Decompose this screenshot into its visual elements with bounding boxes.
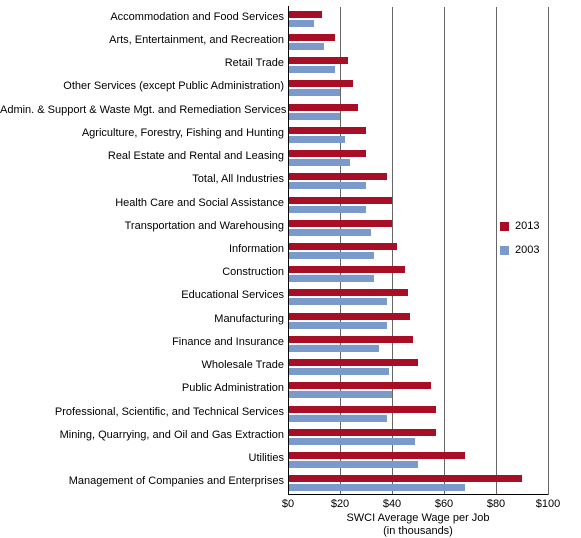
bar-2013 [288, 289, 408, 296]
category-label: Utilities [0, 453, 284, 464]
bar-2003 [288, 298, 387, 305]
category-label: Finance and Insurance [0, 337, 284, 348]
category-label: Wholesale Trade [0, 360, 284, 371]
bar-2013 [288, 359, 418, 366]
legend-item: 2003 [500, 244, 539, 256]
category-label: Educational Services [0, 290, 284, 301]
category-label: Mining, Quarrying, and Oil and Gas Extra… [0, 430, 284, 441]
bar-2003 [288, 461, 418, 468]
bar-2003 [288, 415, 387, 422]
bar-2013 [288, 336, 413, 343]
x-tick-label: $0 [282, 498, 294, 510]
category-label: Total, All Industries [0, 174, 284, 185]
category-label: Construction [0, 267, 284, 278]
bar-2013 [288, 150, 366, 157]
bar-2013 [288, 406, 436, 413]
bar-2013 [288, 220, 392, 227]
bar-2013 [288, 11, 322, 18]
bar-2013 [288, 429, 436, 436]
legend-label: 2003 [515, 244, 539, 256]
category-label: Manufacturing [0, 314, 284, 325]
y-labels: Accommodation and Food Services Arts, Ent… [0, 6, 284, 494]
bar-2003 [288, 206, 366, 213]
category-label: Public Administration [0, 383, 284, 394]
x-axis-title: SWCI Average Wage per Job [288, 512, 548, 524]
bar-2003 [288, 322, 387, 329]
x-tick-label: $20 [331, 498, 349, 510]
bar-2003 [288, 391, 392, 398]
legend-item: 2013 [500, 220, 539, 232]
category-label: Arts, Entertainment, and Recreation [0, 35, 284, 46]
category-label: Other Services (except Public Administra… [0, 81, 284, 92]
bar-2003 [288, 159, 350, 166]
bar-2013 [288, 475, 522, 482]
bar-2013 [288, 104, 358, 111]
bar-2013 [288, 243, 397, 250]
category-label: Real Estate and Rental and Leasing [0, 151, 284, 162]
bar-2003 [288, 66, 335, 73]
bar-2003 [288, 368, 389, 375]
x-tick-label: $40 [383, 498, 401, 510]
bar-2003 [288, 136, 345, 143]
category-label: Admin. & Support & Waste Mgt. and Remedi… [0, 105, 284, 116]
category-label: Retail Trade [0, 58, 284, 69]
category-label: Agriculture, Forestry, Fishing and Hunti… [0, 128, 284, 139]
gridline [548, 7, 549, 495]
bar-2013 [288, 197, 392, 204]
bar-2013 [288, 452, 465, 459]
bar-2003 [288, 484, 465, 491]
bar-2013 [288, 266, 405, 273]
bar-2013 [288, 313, 410, 320]
x-tick-label: $80 [487, 498, 505, 510]
bar-2003 [288, 89, 340, 96]
category-label: Information [0, 244, 284, 255]
bar-2013 [288, 382, 431, 389]
bar-2003 [288, 20, 314, 27]
x-tick-label: $60 [435, 498, 453, 510]
bar-2003 [288, 252, 374, 259]
bar-2003 [288, 345, 379, 352]
category-label: Health Care and Social Assistance [0, 198, 284, 209]
x-tick-label: $100 [536, 498, 560, 510]
legend: 2013 2003 [500, 220, 539, 268]
bar-2013 [288, 173, 387, 180]
legend-label: 2013 [515, 220, 539, 232]
bar-2003 [288, 438, 415, 445]
bar-2003 [288, 275, 374, 282]
category-label: Accommodation and Food Services [0, 12, 284, 23]
bar-2013 [288, 80, 353, 87]
legend-swatch [500, 246, 509, 255]
gridline [392, 7, 393, 495]
x-axis-subtitle: (in thousands) [288, 525, 548, 537]
bar-2003 [288, 229, 371, 236]
x-axis-line [288, 494, 548, 495]
category-label: Management of Companies and Enterprises [0, 476, 284, 487]
bar-2003 [288, 43, 324, 50]
legend-swatch [500, 222, 509, 231]
gridline [496, 7, 497, 495]
wage-chart: Accommodation and Food Services Arts, Ent… [0, 0, 581, 538]
bar-2003 [288, 182, 366, 189]
y-axis-line [288, 6, 289, 494]
bar-2013 [288, 127, 366, 134]
bar-2013 [288, 57, 348, 64]
bar-2013 [288, 34, 335, 41]
bar-2003 [288, 113, 340, 120]
gridline [444, 7, 445, 495]
category-label: Transportation and Warehousing [0, 221, 284, 232]
category-label: Professional, Scientific, and Technical … [0, 407, 284, 418]
